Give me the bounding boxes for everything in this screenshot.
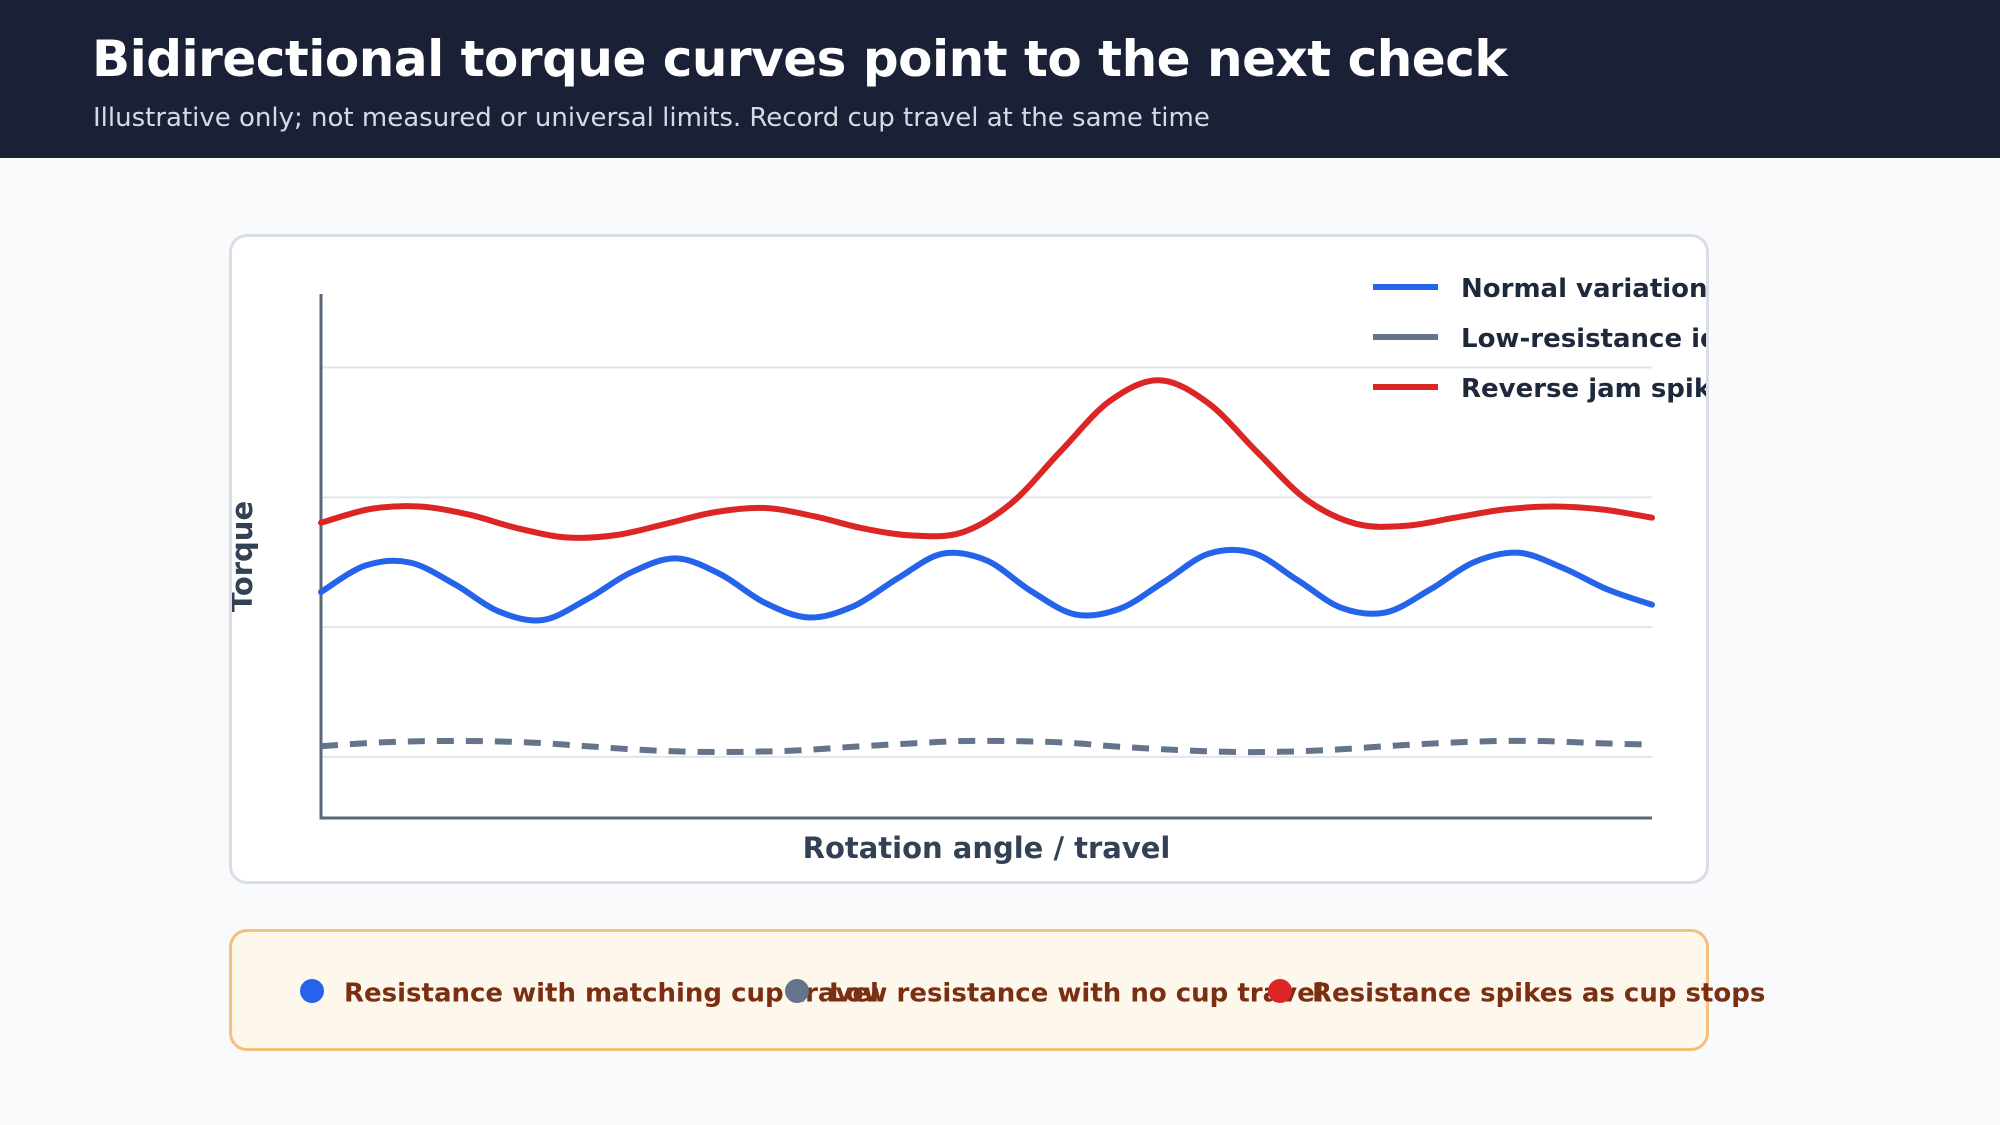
gray-dot-icon xyxy=(785,978,809,1003)
torque-chart: Normal variation Low-resistance idle Rever… xyxy=(232,274,1706,865)
series-line-low-resistance-idle xyxy=(320,737,1653,756)
blue-dot-icon xyxy=(300,978,324,1003)
legend: Normal variation Low-resistance idle Rever… xyxy=(1373,274,1706,404)
note-item-cup-stops: Resistance spikes as cup stops xyxy=(1268,978,1766,1009)
header-banner: Bidirectional torque curves point to the… xyxy=(0,0,2000,158)
grid-lines xyxy=(321,366,1652,758)
chart-card: Normal variation Low-resistance idle Rever… xyxy=(229,234,1709,884)
y-axis-label: Torque xyxy=(232,501,259,612)
note-label: Resistance spikes as cup stops xyxy=(1312,978,1766,1009)
series-line-normal-variation xyxy=(318,546,1655,624)
series-lines xyxy=(318,377,1655,756)
legend-label-3: Reverse jam spike xyxy=(1461,374,1706,404)
x-axis-label: Rotation angle / travel xyxy=(803,831,1171,865)
legend-label-2: Low-resistance idle xyxy=(1461,324,1706,354)
note-item-no-travel: Low resistance with no cup travel xyxy=(785,978,1324,1009)
red-dot-icon xyxy=(1268,978,1292,1003)
legend-label-1: Normal variation xyxy=(1461,274,1706,304)
note-label: Low resistance with no cup travel xyxy=(829,978,1324,1009)
series-line-reverse-jam-spike xyxy=(318,377,1655,541)
axes xyxy=(319,294,1652,820)
interpretation-note-card: Resistance with matching cup travel Low … xyxy=(229,929,1765,1051)
page-subtitle: Illustrative only; not measured or unive… xyxy=(93,103,1210,133)
page-title: Bidirectional torque curves point to the… xyxy=(92,30,1508,88)
